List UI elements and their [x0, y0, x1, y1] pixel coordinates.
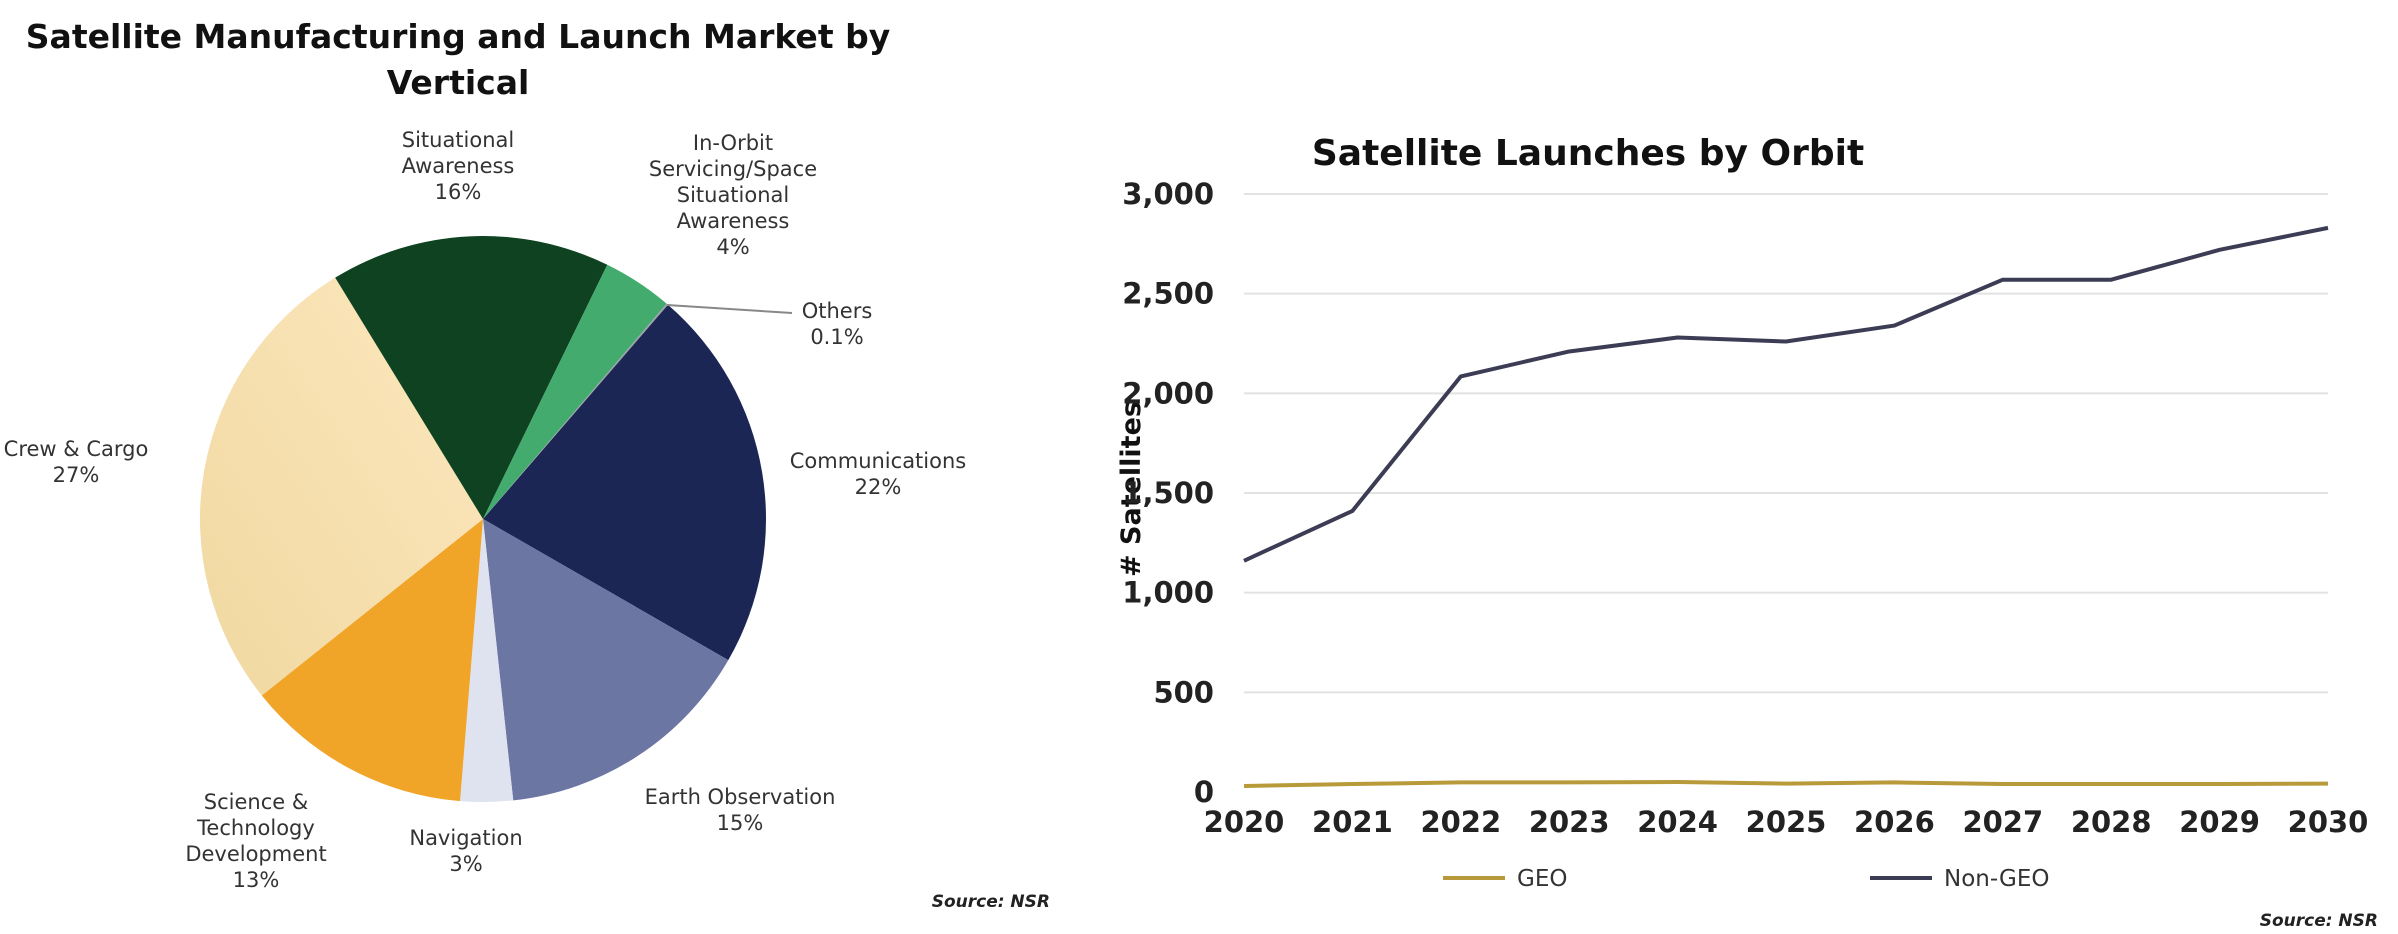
x-tick-label: 2026 — [1854, 805, 1935, 839]
pie-percent: 4% — [716, 235, 749, 259]
pie-slice-others — [483, 303, 668, 519]
pie-label: Awareness — [402, 154, 515, 178]
x-tick-label: 2029 — [2179, 805, 2260, 839]
pie-label: Situational — [677, 183, 790, 207]
pie-percent: 13% — [233, 868, 280, 892]
x-tick-label: 2020 — [1204, 805, 1285, 839]
pie-label: Technology — [196, 816, 315, 840]
others-leader-line — [666, 304, 793, 314]
line-source: Source: NSR — [2260, 911, 2378, 931]
pie-percent: 16% — [435, 180, 482, 204]
pie-label: Earth Observation — [645, 785, 836, 809]
pie-title-line-2: Vertical — [387, 63, 530, 102]
pie-label: In-Orbit — [693, 131, 773, 155]
series-line-geo — [1243, 780, 2329, 789]
x-tick-label: 2028 — [2071, 805, 2152, 839]
line-chart: Satellite Launches by Orbit # Satellites… — [1116, 133, 2378, 931]
y-tick-label: 500 — [1153, 675, 1214, 709]
pie-chart: Satellite Manufacturing and Launch Marke… — [4, 17, 1050, 912]
pie-percent: 15% — [717, 811, 764, 835]
line-title: Satellite Launches by Orbit — [1312, 133, 1864, 174]
y-tick-label: 3,000 — [1122, 177, 1214, 211]
x-tick-label: 2022 — [1420, 805, 1501, 839]
pie-percent: 3% — [449, 852, 482, 876]
x-tick-label: 2024 — [1637, 805, 1718, 839]
y-tick-label: 1,500 — [1122, 476, 1214, 510]
x-tick-label: 2030 — [2288, 805, 2369, 839]
pie-label: Development — [185, 842, 326, 866]
pie-slice-situational-awareness — [335, 236, 608, 520]
pie-label: Science & — [204, 790, 308, 814]
pie-percent: 27% — [53, 463, 100, 487]
pie-label: Crew & Cargo — [4, 437, 149, 461]
pie-title-line-1: Satellite Manufacturing and Launch Marke… — [26, 17, 890, 56]
pie-label: Servicing/Space — [649, 157, 817, 181]
pie-label: Others — [802, 299, 873, 323]
pie-label: Navigation — [409, 826, 522, 850]
x-tick-label: 2025 — [1746, 805, 1827, 839]
x-tick-label: 2021 — [1312, 805, 1393, 839]
pie-slice-navigation — [460, 519, 514, 802]
pie-label: Awareness — [677, 209, 790, 233]
y-tick-label: 2,500 — [1122, 277, 1214, 311]
pie-slice-earth-observation — [483, 519, 729, 801]
pie-label: Communications — [790, 449, 966, 473]
x-tick-label: 2023 — [1529, 805, 1610, 839]
pie-label: Situational — [402, 128, 515, 152]
x-tick-label: 2027 — [1962, 805, 2043, 839]
pie-source: Source: NSR — [932, 892, 1050, 912]
pie-slice-communications — [483, 304, 766, 661]
pie-slice-crew-cargo — [200, 277, 483, 696]
legend-label: Non-GEO — [1944, 866, 2049, 892]
pie-percent: 22% — [855, 475, 902, 499]
pie-percent: 0.1% — [810, 325, 863, 349]
pie-slice-science-technology-development — [261, 519, 483, 802]
pie-slice-in-orbit-servicing-space-situational-awareness — [483, 264, 667, 519]
y-tick-label: 0 — [1194, 775, 1214, 809]
legend-label: GEO — [1517, 866, 1567, 892]
y-tick-label: 2,000 — [1122, 376, 1214, 410]
y-axis-label: # Satellites — [1116, 401, 1147, 577]
y-tick-label: 1,000 — [1122, 576, 1214, 610]
